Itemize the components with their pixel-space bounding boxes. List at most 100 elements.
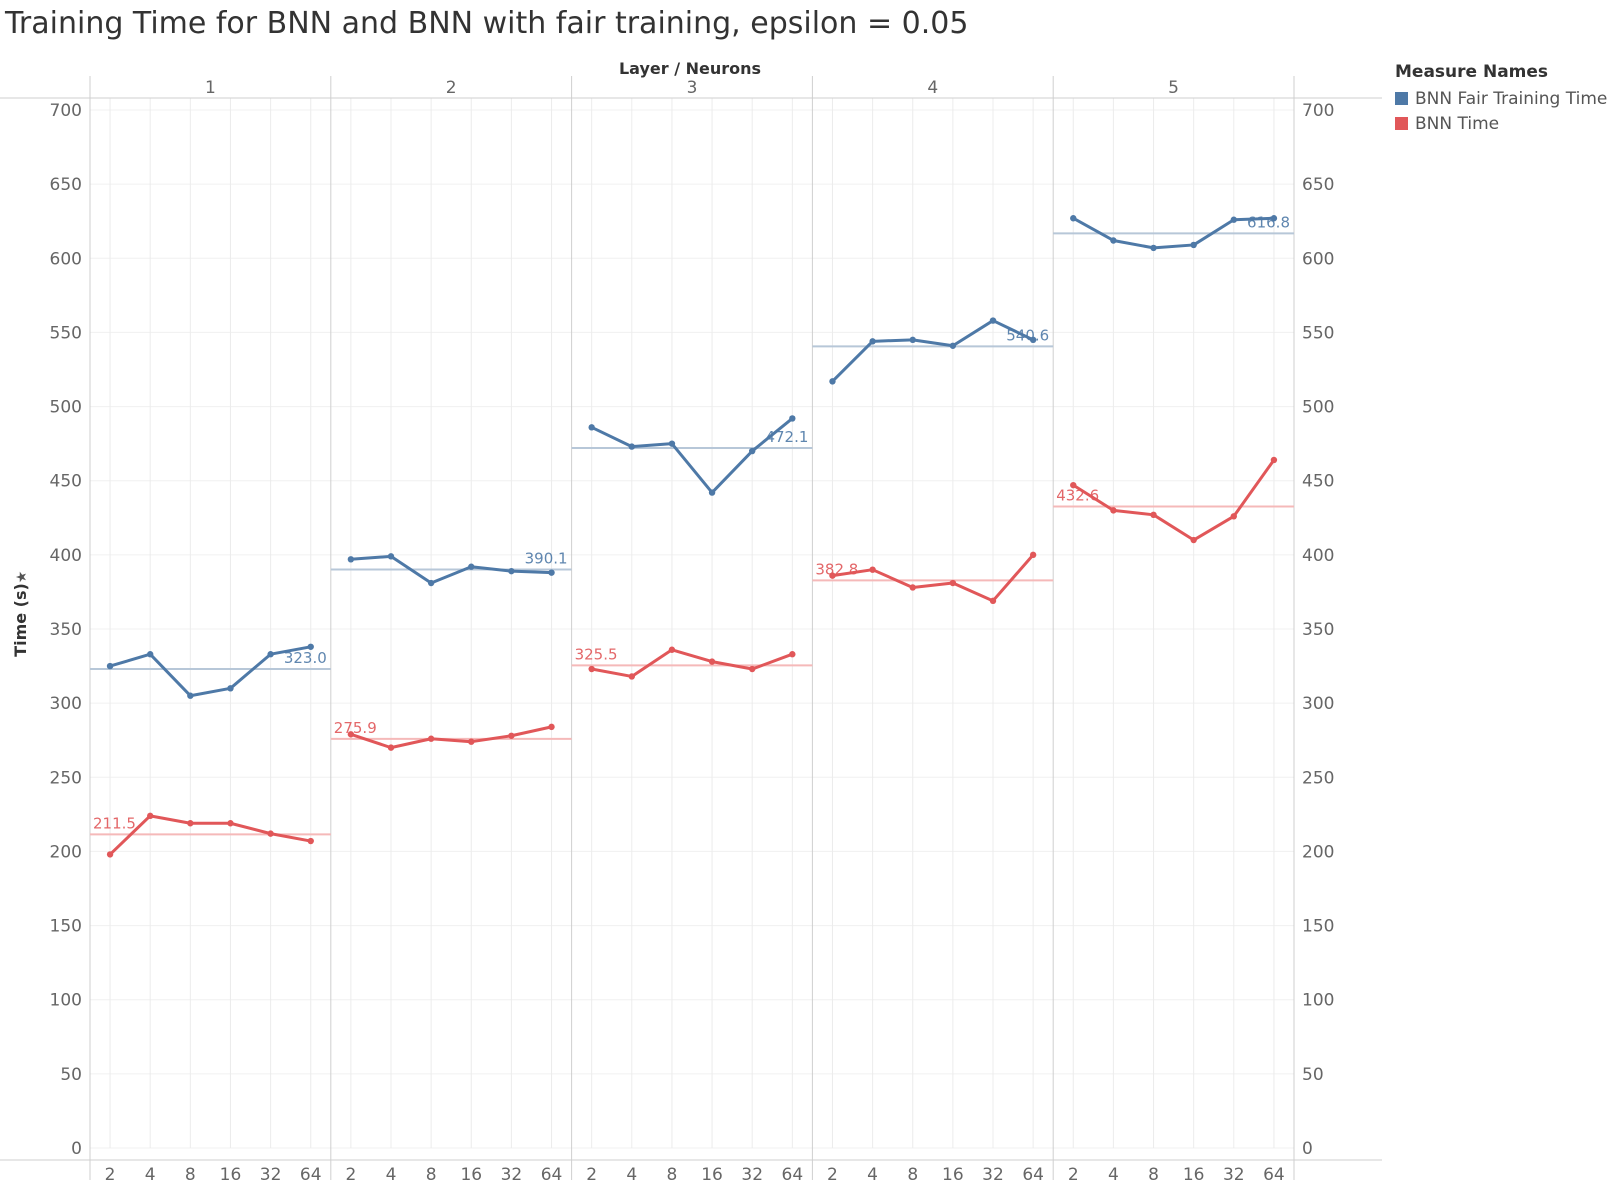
data-point[interactable] [387, 744, 395, 751]
data-point[interactable] [307, 643, 314, 650]
data-point[interactable] [1190, 241, 1197, 249]
y-tick-label-right: 650 [1302, 175, 1334, 195]
series-line [591, 417, 794, 495]
average-label: 616.8 [1247, 213, 1290, 231]
data-point[interactable] [789, 651, 796, 658]
data-point[interactable] [749, 665, 756, 673]
x-tick-label: 4 [626, 1165, 637, 1185]
average-label: 432.6 [1056, 487, 1099, 505]
data-point[interactable] [347, 556, 355, 563]
data-point[interactable] [668, 440, 676, 447]
data-point[interactable] [1070, 481, 1077, 489]
data-point[interactable] [909, 336, 916, 344]
data-point[interactable] [106, 851, 114, 858]
data-point[interactable] [1150, 244, 1157, 252]
series-line [109, 814, 312, 856]
x-tick-label: 8 [426, 1165, 437, 1185]
data-point[interactable] [267, 830, 274, 837]
legend-item-bnn[interactable]: BNN Time [1395, 111, 1607, 136]
data-point[interactable] [427, 735, 435, 742]
data-point[interactable] [708, 658, 716, 665]
average-label: 323.0 [284, 649, 327, 667]
panel-header: 1 [205, 78, 216, 98]
data-point[interactable] [989, 317, 997, 324]
y-tick-label-left: 400 [50, 546, 82, 566]
y-tick-label-left: 0 [71, 1139, 82, 1159]
x-tick-label: 32 [501, 1165, 523, 1185]
data-point[interactable] [508, 732, 515, 739]
data-point[interactable] [588, 424, 595, 431]
data-point[interactable] [1110, 507, 1117, 514]
data-point[interactable] [147, 651, 154, 658]
data-point[interactable] [1110, 237, 1117, 244]
x-tick-label: 32 [982, 1165, 1004, 1185]
data-point[interactable] [307, 837, 314, 845]
y-tick-label-left: 600 [50, 249, 82, 269]
data-point[interactable] [588, 665, 595, 673]
data-point[interactable] [468, 738, 475, 745]
data-point[interactable] [1029, 551, 1037, 559]
data-point[interactable] [1070, 215, 1077, 222]
data-point[interactable] [187, 692, 194, 699]
data-point[interactable] [548, 569, 555, 576]
data-point[interactable] [829, 378, 836, 385]
data-point[interactable] [227, 685, 234, 692]
data-point[interactable] [668, 646, 676, 653]
average-label: 325.5 [575, 645, 618, 663]
x-tick-label: 64 [300, 1165, 322, 1185]
data-point[interactable] [628, 443, 635, 450]
x-tick-label: 4 [145, 1165, 156, 1185]
data-point[interactable] [628, 673, 635, 680]
data-point[interactable] [106, 662, 114, 670]
data-point[interactable] [1190, 536, 1197, 544]
data-point[interactable] [1270, 456, 1278, 464]
data-point[interactable] [387, 553, 395, 560]
x-tick-label: 32 [1223, 1165, 1245, 1185]
data-point[interactable] [1270, 215, 1278, 222]
pin-icon: ★ [14, 571, 30, 584]
data-point[interactable] [1029, 336, 1037, 344]
data-point[interactable] [949, 579, 957, 587]
data-point[interactable] [227, 820, 234, 827]
y-tick-label-right: 0 [1302, 1139, 1313, 1159]
panel-header: 4 [927, 78, 938, 98]
data-point[interactable] [708, 489, 716, 496]
data-point[interactable] [869, 566, 876, 573]
data-point[interactable] [468, 563, 475, 570]
x-tick-label: 4 [1108, 1165, 1119, 1185]
data-point[interactable] [909, 584, 916, 591]
data-point[interactable] [869, 338, 876, 345]
data-point[interactable] [1150, 511, 1157, 519]
y-tick-label-left: 550 [50, 323, 82, 343]
data-point[interactable] [829, 572, 836, 579]
y-tick-label-left: 100 [50, 991, 82, 1011]
data-point[interactable] [749, 447, 756, 455]
data-point[interactable] [1230, 216, 1238, 223]
y-tick-label-right: 300 [1302, 694, 1334, 714]
data-point[interactable] [1230, 513, 1238, 520]
y-axis-label: Time (s) ★ [11, 571, 30, 657]
data-point[interactable] [347, 731, 355, 738]
x-tick-label: 32 [741, 1165, 763, 1185]
x-tick-label: 16 [942, 1165, 964, 1185]
data-point[interactable] [548, 723, 555, 731]
legend-item-bnn-fair[interactable]: BNN Fair Training Time [1395, 86, 1607, 111]
x-tick-label: 32 [260, 1165, 282, 1185]
x-tick-label: 64 [782, 1165, 804, 1185]
data-point[interactable] [147, 812, 154, 820]
header-label: Layer / Neurons [619, 59, 761, 78]
data-point[interactable] [187, 820, 194, 827]
average-label: 540.6 [1006, 326, 1049, 344]
x-tick-label: 16 [220, 1165, 242, 1185]
data-point[interactable] [267, 651, 274, 658]
data-point[interactable] [789, 415, 796, 422]
series-line [350, 554, 552, 585]
data-point[interactable] [989, 597, 997, 605]
data-point[interactable] [949, 342, 957, 349]
x-tick-label: 8 [185, 1165, 196, 1185]
data-point[interactable] [508, 567, 515, 575]
data-point[interactable] [427, 579, 435, 587]
x-tick-label: 2 [586, 1165, 597, 1185]
y-tick-label-right: 600 [1302, 249, 1334, 269]
